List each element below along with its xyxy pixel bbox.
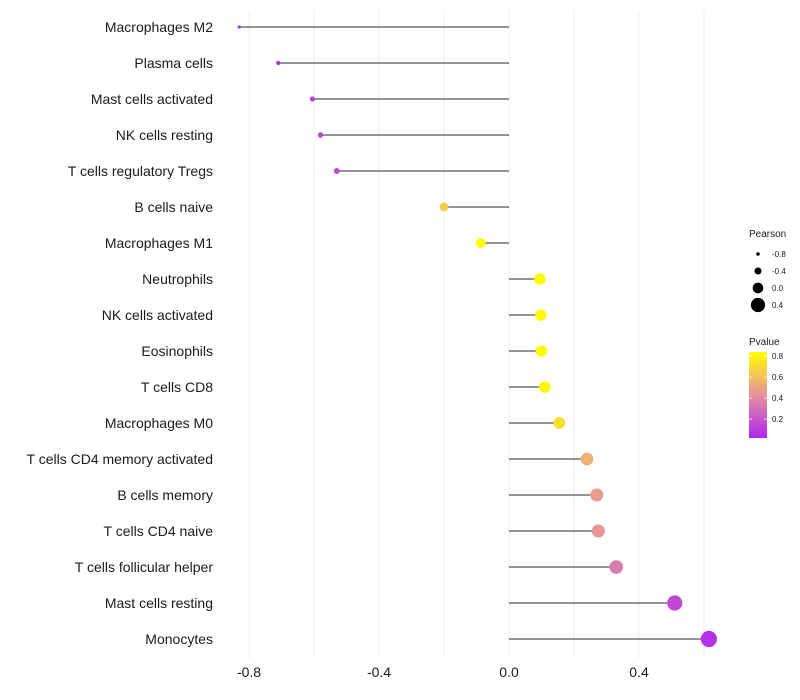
category-label: T cells CD4 naive bbox=[104, 523, 214, 539]
category-label: T cells regulatory Tregs bbox=[68, 163, 213, 179]
lollipop-point bbox=[535, 309, 547, 321]
category-label: NK cells activated bbox=[102, 307, 213, 323]
lollipop-point bbox=[276, 60, 281, 66]
lollipop-point bbox=[580, 452, 594, 466]
lollipop-point bbox=[309, 96, 315, 102]
category-label: Neutrophils bbox=[142, 271, 213, 287]
size-legend: Pearson -0.8 -0.4 0.0 0.4 bbox=[749, 229, 786, 313]
x-tick-label: -0.8 bbox=[237, 664, 261, 680]
size-legend-label: -0.4 bbox=[772, 267, 786, 276]
category-label: Mast cells activated bbox=[91, 91, 213, 107]
color-legend-bar bbox=[749, 352, 767, 438]
lollipop-point bbox=[534, 273, 546, 285]
category-label: Macrophages M1 bbox=[105, 235, 213, 251]
size-legend-key bbox=[756, 252, 760, 256]
size-legend-label: 0.4 bbox=[772, 301, 784, 310]
size-legend-key bbox=[752, 282, 764, 294]
lollipop-point bbox=[535, 345, 548, 357]
category-label: NK cells resting bbox=[116, 127, 213, 143]
color-legend: Pvalue 0.8 0.6 0.4 0.2 bbox=[749, 337, 784, 438]
segments bbox=[239, 26, 709, 640]
size-legend-label: -0.8 bbox=[772, 250, 786, 259]
category-label: T cells CD8 bbox=[141, 379, 213, 395]
lollipop-point bbox=[317, 132, 324, 138]
size-legend-key bbox=[750, 297, 766, 313]
category-label: T cells CD4 memory activated bbox=[27, 451, 213, 467]
lollipop-point bbox=[590, 488, 604, 502]
color-legend-label: 0.8 bbox=[772, 352, 784, 361]
category-label: T cells follicular helper bbox=[75, 559, 214, 575]
category-label: B cells naive bbox=[134, 199, 213, 215]
size-legend-title: Pearson bbox=[749, 229, 786, 240]
size-legend-key bbox=[754, 267, 762, 275]
category-label: Eosinophils bbox=[141, 343, 213, 359]
lollipop-point bbox=[609, 560, 624, 574]
color-legend-title: Pvalue bbox=[749, 337, 780, 348]
category-label: Mast cells resting bbox=[105, 595, 213, 611]
lollipop-point bbox=[667, 595, 683, 611]
lollipop-point bbox=[553, 416, 566, 430]
x-tick-label: 0.0 bbox=[499, 664, 519, 680]
lollipop-point bbox=[538, 381, 551, 393]
lollipop-point bbox=[333, 168, 340, 174]
lollipop-point bbox=[700, 630, 717, 648]
category-labels: Macrophages M2 Plasma cells Mast cells act… bbox=[27, 19, 214, 647]
lollipop-point bbox=[439, 202, 449, 212]
category-label: Macrophages M0 bbox=[105, 415, 213, 431]
lollipop-point bbox=[237, 25, 241, 29]
color-legend-label: 0.2 bbox=[772, 415, 784, 424]
points bbox=[237, 25, 717, 648]
x-axis-ticks: -0.8 -0.4 0.0 0.4 bbox=[237, 664, 649, 680]
color-legend-label: 0.4 bbox=[772, 394, 784, 403]
category-label: Monocytes bbox=[145, 631, 213, 647]
size-legend-label: 0.0 bbox=[772, 284, 784, 293]
color-legend-label: 0.6 bbox=[772, 373, 784, 382]
category-label: Plasma cells bbox=[134, 55, 213, 71]
x-tick-label: -0.4 bbox=[367, 664, 391, 680]
category-label: Macrophages M2 bbox=[105, 19, 213, 35]
gridlines bbox=[248, 10, 705, 658]
x-tick-label: 0.4 bbox=[629, 664, 649, 680]
category-label: B cells memory bbox=[117, 487, 213, 503]
lollipop-point bbox=[475, 238, 486, 248]
lollipop-point bbox=[591, 524, 605, 538]
